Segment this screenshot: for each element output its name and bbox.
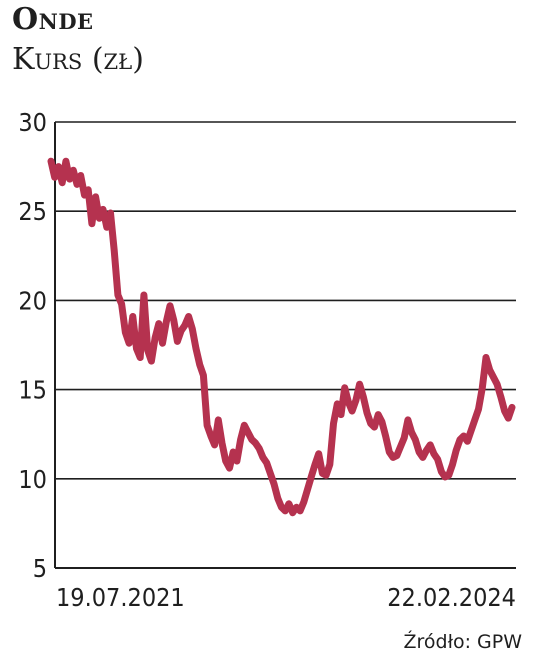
price-chart: 5 10 15 20 25 30 19.07.2021 22.02.2024 <box>18 108 516 612</box>
series-layer <box>47 157 516 517</box>
grid-layer <box>54 121 516 569</box>
y-tick-label: 30 <box>18 108 47 137</box>
x-start-label: 19.07.2021 <box>56 583 185 612</box>
y-axis: 5 10 15 20 25 30 <box>18 108 47 583</box>
price-series-line <box>47 157 516 517</box>
y-tick-label: 10 <box>18 465 47 494</box>
x-end-label: 22.02.2024 <box>387 583 516 612</box>
chart-subtitle: Kurs (zł) <box>12 42 144 77</box>
chart-title: Onde <box>12 2 94 37</box>
source-note: Źródło: GPW <box>403 631 522 653</box>
y-tick-label: 20 <box>18 286 47 315</box>
x-axis: 19.07.2021 22.02.2024 <box>56 583 516 612</box>
y-tick-label: 25 <box>18 197 47 226</box>
y-tick-label: 5 <box>33 554 47 583</box>
y-tick-label: 15 <box>18 376 47 405</box>
